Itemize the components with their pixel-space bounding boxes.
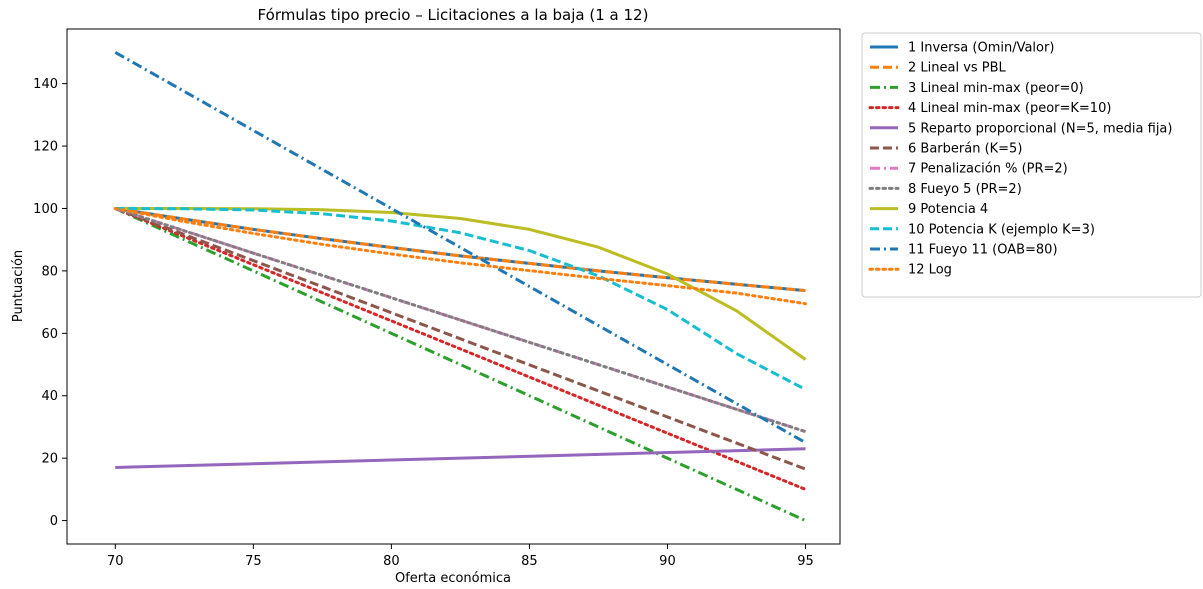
y-tick-label: 0 <box>50 514 58 529</box>
legend-frame <box>861 32 1202 298</box>
chart-title: Fórmulas tipo precio – Licitaciones a la… <box>258 6 649 24</box>
legend-label: 12 Log <box>908 263 952 278</box>
x-tick-label: 80 <box>383 554 400 569</box>
legend-label: 6 Barberán (K=5) <box>908 142 1022 157</box>
legend-label: 3 Lineal min-max (peor=0) <box>908 81 1084 96</box>
series-line <box>115 447 806 469</box>
x-axis-label: Oferta económica <box>395 571 511 586</box>
series-line <box>114 207 807 471</box>
y-tick-label: 80 <box>41 264 58 279</box>
y-axis-label: Puntuación <box>11 250 26 322</box>
plot-frame <box>66 28 841 545</box>
series-line <box>113 207 807 434</box>
legend-label: 7 Penalización % (PR=2) <box>908 162 1068 177</box>
legend-label: 10 Potencia K (ejemplo K=3) <box>908 222 1095 237</box>
series-line <box>114 51 807 444</box>
y-tick-label: 120 <box>33 140 58 155</box>
legend-label: 5 Reparto proporcional (N=5, media fija) <box>908 121 1172 136</box>
legend-label: 2 Lineal vs PBL <box>908 61 1007 76</box>
y-tick-label: 40 <box>41 389 58 404</box>
x-tick-label: 85 <box>521 554 538 569</box>
y-axis: 0 20 40 60 80 100 120 140 <box>33 77 67 529</box>
y-tick-label: 100 <box>33 202 58 217</box>
series-line <box>113 207 807 306</box>
y-tick-label: 140 <box>33 77 58 92</box>
series-line <box>114 207 807 522</box>
plot-area <box>113 51 807 522</box>
legend-label: 9 Potencia 4 <box>908 202 988 217</box>
series-line <box>115 207 807 391</box>
legend-label: 4 Lineal min-max (peor=K=10) <box>908 101 1111 116</box>
x-tick-label: 95 <box>797 554 814 569</box>
legend-label: 8 Fueyo 5 (PR=2) <box>908 182 1022 197</box>
legend-label: 1 Inversa (Omin/Valor) <box>908 41 1054 56</box>
x-tick-label: 90 <box>659 554 676 569</box>
series-line <box>113 207 807 491</box>
legend-label: 11 Fueyo 11 (OAB=80) <box>908 243 1058 258</box>
x-tick-label: 70 <box>107 554 124 569</box>
series-line <box>115 207 806 293</box>
y-tick-label: 60 <box>41 327 58 342</box>
y-tick-label: 20 <box>41 452 58 467</box>
x-axis: 70 75 80 85 90 95 <box>107 544 814 569</box>
legend: 1 Inversa (Omin/Valor) 2 Lineal vs PBL 3 L… <box>861 32 1202 298</box>
x-tick-label: 75 <box>245 554 262 569</box>
series-line <box>115 207 807 361</box>
